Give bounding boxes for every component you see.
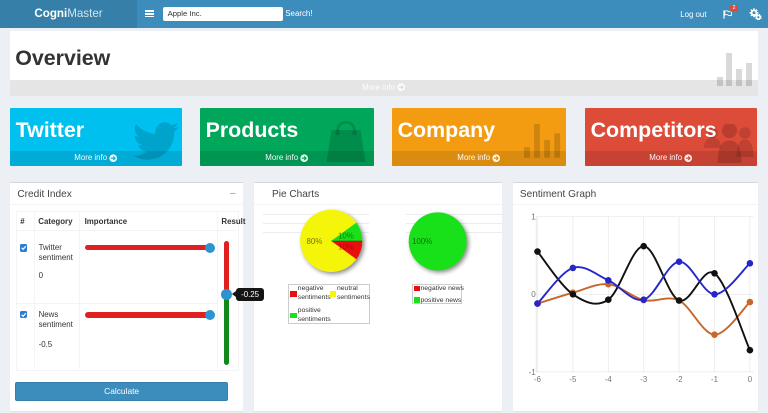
svg-text:80%: 80% bbox=[307, 237, 323, 246]
svg-text:0: 0 bbox=[747, 375, 752, 384]
svg-text:-4: -4 bbox=[604, 375, 612, 384]
svg-text:-2: -2 bbox=[675, 375, 682, 384]
svg-text:10%: 10% bbox=[338, 232, 354, 241]
svg-text:-6: -6 bbox=[534, 375, 541, 384]
svg-text:10%: 10% bbox=[338, 243, 354, 252]
svg-text:-1: -1 bbox=[528, 368, 536, 377]
svg-text:100%: 100% bbox=[412, 237, 432, 246]
svg-text:1: 1 bbox=[531, 213, 536, 222]
svg-text:-1: -1 bbox=[711, 375, 718, 384]
svg-text:-5: -5 bbox=[569, 375, 577, 384]
svg-text:0: 0 bbox=[531, 290, 536, 299]
svg-text:-3: -3 bbox=[640, 375, 647, 384]
